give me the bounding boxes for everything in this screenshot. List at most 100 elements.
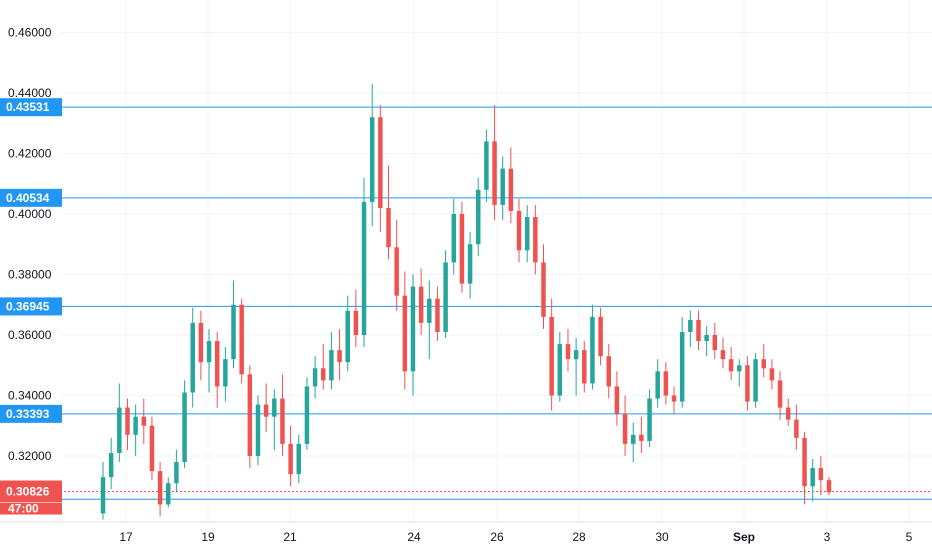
candle-body (508, 168, 514, 211)
candle-body (255, 404, 261, 456)
price-axis-strip[interactable] (0, 0, 62, 522)
candle-body (630, 434, 636, 444)
candle-body (492, 141, 497, 205)
time-axis-ticks[interactable]: 17 19 21 24 26 28 30 Sep 3 5 (119, 530, 912, 544)
candle-body (321, 368, 326, 381)
countdown-label: 47:00 (8, 502, 39, 516)
candle-body (312, 368, 318, 387)
candle-body (785, 407, 791, 420)
candle-body (541, 262, 546, 317)
candle-body (500, 168, 505, 205)
price-axis-ticks: 0.46000 0.44000 0.42000 0.40000 0.38000 0.360… (8, 26, 52, 464)
candle-body (737, 365, 742, 372)
candle-body (565, 344, 571, 360)
price-tick-label: 0.46000 (8, 26, 52, 40)
candle-body (663, 371, 669, 396)
candle-body (272, 398, 277, 417)
level-tag-label: 0.43531 (6, 100, 50, 114)
level-tag-label: 0.40534 (6, 191, 50, 205)
time-tick-label: 21 (283, 530, 297, 544)
level-tag (0, 188, 62, 207)
candle-body (141, 416, 147, 426)
candle-body (353, 310, 359, 335)
price-tick-label: 0.32000 (8, 449, 52, 463)
candle-body (557, 344, 563, 396)
candle-body (459, 214, 465, 284)
candle-body (378, 117, 383, 208)
candle-body (166, 483, 171, 505)
candle-body (337, 350, 342, 363)
candle-body (688, 319, 693, 332)
candle-body (639, 434, 644, 441)
candle-body (198, 322, 204, 363)
last-price-label: 0.30826 (6, 485, 50, 499)
horizontal-level-lines[interactable] (0, 106, 932, 500)
candle-body (794, 419, 799, 438)
candle-body (418, 286, 424, 323)
candle-body (157, 471, 163, 505)
candle-body (745, 365, 750, 402)
candle-body (598, 316, 603, 357)
candle-body (712, 335, 718, 351)
candle-body (533, 217, 538, 263)
candle-body (117, 407, 122, 453)
candle-body (516, 210, 522, 251)
candle-body (614, 386, 620, 414)
candle-body (655, 371, 660, 399)
candle-body (720, 350, 726, 360)
candle-body (777, 380, 783, 408)
candle-body (149, 425, 155, 472)
candle-body (451, 214, 457, 263)
time-tick-label: 19 (201, 530, 215, 544)
candle-body (214, 341, 220, 387)
candle-body (484, 141, 489, 190)
price-tick-label: 0.38000 (8, 268, 52, 282)
price-tick-label: 0.40000 (8, 207, 52, 221)
price-tick-label: 0.42000 (8, 147, 52, 161)
candle-body (190, 322, 195, 393)
candle-body (435, 298, 440, 332)
candle-body (704, 335, 709, 342)
level-tag-label: 0.36945 (6, 299, 50, 313)
candle-body (280, 398, 285, 444)
candle-body (394, 247, 399, 296)
candle-body (206, 341, 212, 363)
candle-body (606, 356, 611, 387)
candle-body (410, 286, 416, 372)
candle-body (475, 189, 481, 245)
candle-body (174, 462, 179, 484)
candle-body (223, 359, 228, 387)
candle-body (810, 468, 815, 487)
candle-body (296, 443, 302, 475)
level-tag-label: 0.33393 (6, 407, 50, 421)
candle-body (304, 386, 310, 444)
time-tick-label: 24 (407, 530, 421, 544)
candle-body (288, 443, 293, 475)
candle-body (582, 350, 587, 384)
candle-body (826, 480, 832, 493)
candle-body (427, 298, 432, 323)
candle-body (761, 359, 766, 369)
level-tag (0, 297, 62, 316)
candle-body (361, 201, 367, 335)
time-tick-label: 28 (572, 530, 586, 544)
candle-body (345, 310, 350, 363)
time-tick-label: 17 (119, 530, 133, 544)
candle-body (100, 477, 106, 514)
time-tick-label: 26 (490, 530, 504, 544)
candle-body (369, 117, 375, 202)
candle-body (386, 207, 391, 248)
time-tick-label: Sep (733, 530, 755, 544)
candle-body (679, 331, 685, 402)
candle-body (402, 295, 408, 372)
time-tick-label: 5 (906, 530, 913, 544)
level-tag (0, 404, 62, 423)
candle-body (549, 316, 554, 396)
candle-body (671, 395, 677, 402)
candle-body (133, 416, 138, 435)
candle-body (524, 217, 530, 251)
level-tag (0, 98, 62, 117)
candle-body (728, 359, 734, 372)
candle-body (769, 368, 775, 381)
